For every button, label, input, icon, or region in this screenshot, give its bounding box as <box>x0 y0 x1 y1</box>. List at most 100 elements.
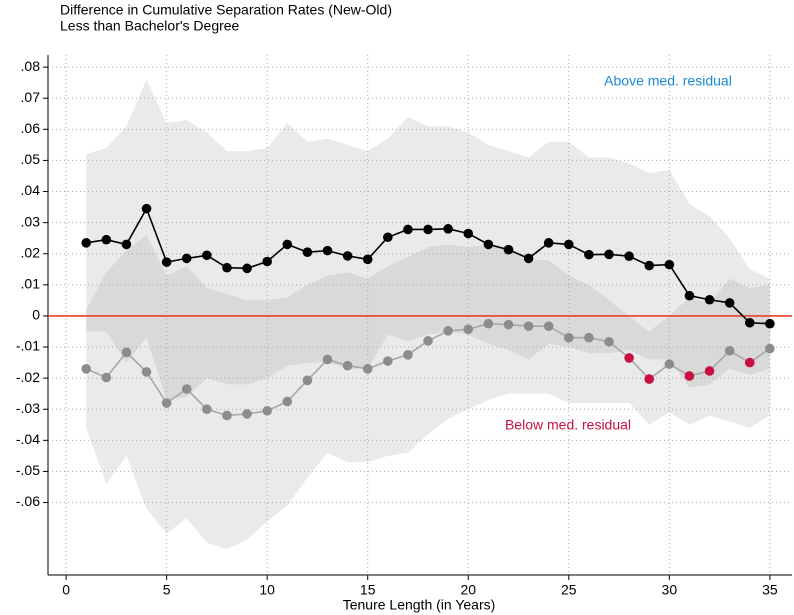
y-tick-label: .03 <box>21 213 41 229</box>
data-point <box>322 245 333 256</box>
data-point <box>161 257 172 267</box>
x-tick-label: 35 <box>762 582 778 598</box>
data-point <box>543 321 554 331</box>
y-tick-label: .04 <box>21 182 41 198</box>
series-label: Above med. residual <box>604 73 732 89</box>
data-point <box>101 234 112 245</box>
data-point <box>121 239 132 250</box>
data-point <box>202 404 212 415</box>
data-point <box>724 298 735 308</box>
y-tick-label: .02 <box>21 244 41 260</box>
data-point <box>342 360 353 371</box>
y-tick-label: .07 <box>21 89 41 105</box>
data-point <box>523 253 534 264</box>
data-point <box>423 336 433 346</box>
chart-subtitle: Less than Bachelor's Degree <box>60 18 240 34</box>
y-tick-label: -.06 <box>16 493 40 509</box>
data-point <box>664 359 675 369</box>
y-tick-label: -.05 <box>16 462 40 478</box>
data-point <box>403 224 413 235</box>
data-point <box>604 336 614 347</box>
data-point <box>443 224 453 234</box>
data-point <box>744 357 755 368</box>
data-point <box>644 374 655 384</box>
y-tick-label: .06 <box>21 120 41 136</box>
data-point <box>423 224 433 235</box>
data-point <box>483 318 494 329</box>
data-point <box>704 294 715 305</box>
y-tick-label: -.02 <box>16 369 40 385</box>
data-point <box>302 375 313 386</box>
data-point <box>383 232 393 243</box>
data-point <box>121 347 132 358</box>
data-point <box>282 239 293 250</box>
data-point <box>262 256 272 267</box>
x-tick-label: 5 <box>163 582 171 598</box>
confidence-band <box>86 235 770 550</box>
x-tick-label: 10 <box>259 582 275 598</box>
data-point <box>744 317 755 328</box>
data-point <box>564 332 574 343</box>
data-point <box>362 364 373 374</box>
y-tick-label: .08 <box>21 58 41 74</box>
data-point <box>242 409 252 419</box>
data-point <box>724 345 735 356</box>
data-point <box>443 326 453 336</box>
data-point <box>181 384 192 394</box>
data-point <box>584 249 594 260</box>
data-point <box>403 350 413 360</box>
data-point <box>684 371 695 381</box>
x-tick-label: 30 <box>662 582 678 598</box>
data-point <box>141 203 152 214</box>
data-point <box>81 238 92 248</box>
y-tick-label: .05 <box>21 151 41 167</box>
series-label: Below med. residual <box>505 417 631 433</box>
data-point <box>181 253 192 264</box>
data-point <box>463 324 474 335</box>
data-point <box>383 356 393 366</box>
x-tick-label: 20 <box>460 582 476 598</box>
data-point <box>342 251 353 261</box>
x-tick-label: 25 <box>561 582 577 598</box>
data-point <box>503 244 514 255</box>
x-tick-label: 15 <box>360 582 376 598</box>
data-point <box>564 239 574 250</box>
data-point <box>604 249 614 260</box>
data-point <box>503 319 514 330</box>
data-point <box>624 353 634 363</box>
data-point <box>322 354 333 365</box>
y-tick-label: .01 <box>21 276 41 292</box>
data-point <box>81 364 92 374</box>
data-point <box>704 366 715 376</box>
data-point <box>282 396 293 407</box>
data-point <box>242 263 252 274</box>
x-tick-label: 0 <box>62 582 70 598</box>
data-point <box>202 250 212 261</box>
data-point <box>644 260 655 271</box>
data-point <box>543 238 554 248</box>
data-point <box>765 343 775 354</box>
data-point <box>664 259 675 270</box>
y-tick-label: -.04 <box>16 431 40 447</box>
data-point <box>222 410 232 421</box>
data-point <box>222 262 232 273</box>
data-point <box>523 321 534 331</box>
data-point <box>362 254 373 265</box>
confidence-band <box>86 79 770 400</box>
data-point <box>483 239 494 250</box>
data-point <box>161 398 172 408</box>
data-point <box>624 251 634 262</box>
y-tick-label: 0 <box>32 307 40 323</box>
y-tick-label: -.03 <box>16 400 40 416</box>
data-point <box>684 290 695 301</box>
data-point <box>262 405 272 416</box>
y-tick-label: -.01 <box>16 338 40 354</box>
x-axis-label: Tenure Length (in Years) <box>343 597 496 613</box>
data-point <box>584 332 594 343</box>
data-point <box>765 318 775 329</box>
data-point <box>302 247 313 257</box>
data-point <box>463 228 474 239</box>
data-point <box>101 372 112 383</box>
data-point <box>141 367 152 377</box>
